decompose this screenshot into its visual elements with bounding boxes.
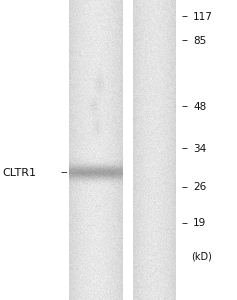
Text: 117: 117 xyxy=(193,11,213,22)
Text: 34: 34 xyxy=(193,143,206,154)
Text: --: -- xyxy=(181,143,188,154)
Text: 26: 26 xyxy=(193,182,206,193)
Text: 19: 19 xyxy=(193,218,206,229)
Text: --: -- xyxy=(181,101,188,112)
Text: CLTR1: CLTR1 xyxy=(2,167,36,178)
Text: --: -- xyxy=(181,35,188,46)
Text: --: -- xyxy=(181,11,188,22)
Text: 48: 48 xyxy=(193,101,206,112)
Text: 85: 85 xyxy=(193,35,206,46)
Text: --: -- xyxy=(60,167,68,178)
Text: --: -- xyxy=(181,182,188,193)
Text: (kD): (kD) xyxy=(191,251,212,262)
Text: --: -- xyxy=(181,218,188,229)
